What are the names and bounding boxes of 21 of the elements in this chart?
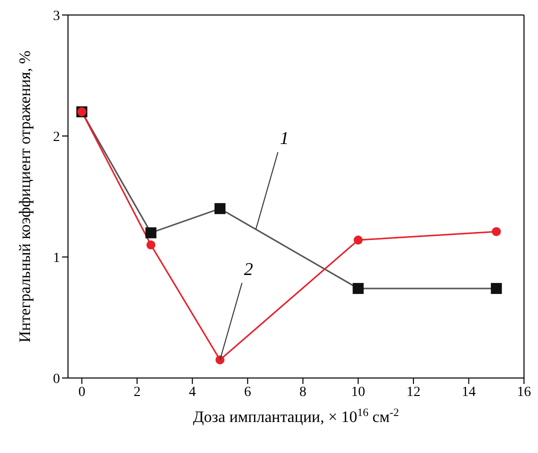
x-tick-label: 16 [517, 384, 531, 400]
x-tick-label: 10 [351, 384, 366, 400]
x-tick-label: 6 [244, 384, 252, 400]
x-tick-label: 4 [188, 384, 196, 400]
y-tick-label: 3 [53, 8, 60, 24]
point [492, 227, 501, 236]
y-axis-title: Интегральный коэффициент отражения, % [17, 50, 34, 342]
y-tick-label: 1 [53, 250, 60, 266]
x-tick-label: 8 [299, 384, 306, 400]
x-tick-label: 12 [406, 384, 420, 400]
y-tick-label: 0 [53, 372, 60, 387]
point [354, 236, 363, 245]
point [146, 240, 156, 250]
y-tick-label: 2 [53, 130, 60, 145]
annotation: 1 [280, 128, 289, 148]
x-tick-label: 2 [134, 384, 141, 400]
x-tick-label: 0 [78, 384, 86, 400]
x-tick-label: 14 [462, 384, 476, 400]
annotation: 2 [244, 258, 253, 279]
point [216, 355, 224, 364]
x-axis-title: Доза имплантации, × 10$^{16}$ см$^{-2}$ [193, 407, 399, 426]
